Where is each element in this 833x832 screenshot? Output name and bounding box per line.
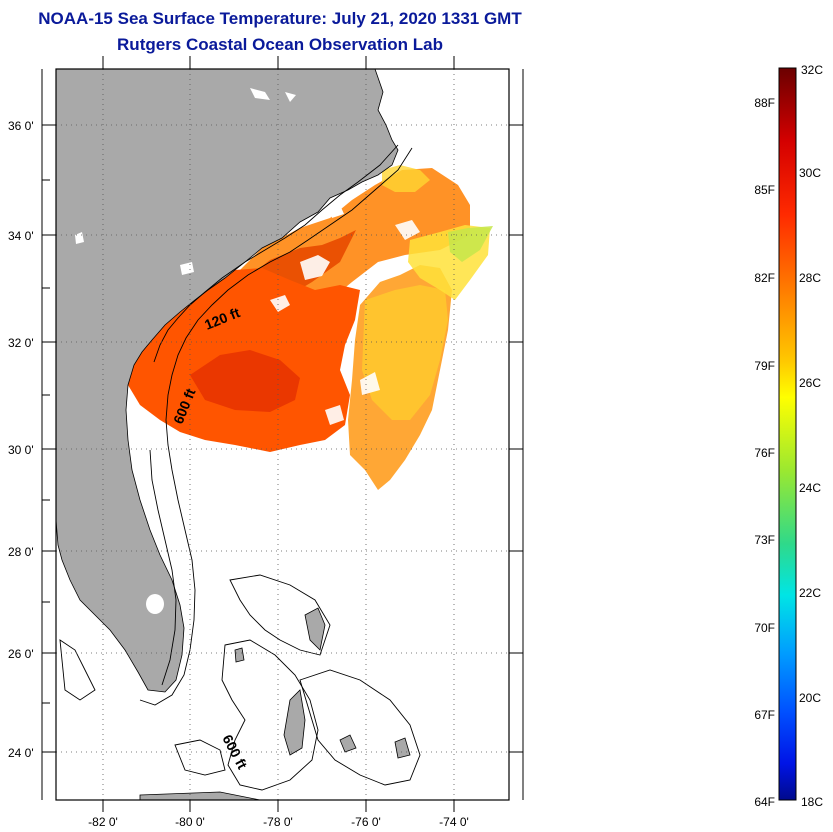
latitude-labels: 36 0' 34 0' 32 0' 30 0' 28 0' 26 0' 24 0… <box>8 119 34 760</box>
celsius-label: 30C <box>799 166 821 180</box>
longitude-labels: -82 0' -80 0' -78 0' -76 0' -74 0' <box>88 815 469 829</box>
lon-label: -78 0' <box>263 815 293 829</box>
lat-label: 30 0' <box>8 443 34 457</box>
lake-okeechobee <box>146 594 164 614</box>
map-frame <box>55 68 510 801</box>
celsius-label: 26C <box>799 376 821 390</box>
celsius-label: 32C <box>801 63 823 77</box>
colorbar-celsius-labels: 32C 30C 28C 26C 24C 22C 20C 18C <box>799 63 823 809</box>
fahrenheit-label: 73F <box>754 533 775 547</box>
lat-label: 34 0' <box>8 229 34 243</box>
lon-label: -80 0' <box>175 815 205 829</box>
fahrenheit-label: 76F <box>754 446 775 460</box>
celsius-label: 18C <box>801 795 823 809</box>
fahrenheit-label: 85F <box>754 183 775 197</box>
lon-label: -74 0' <box>439 815 469 829</box>
lat-label: 28 0' <box>8 545 34 559</box>
celsius-label: 22C <box>799 586 821 600</box>
lon-label: -76 0' <box>351 815 381 829</box>
lat-label: 36 0' <box>8 119 34 133</box>
lat-label: 26 0' <box>8 647 34 661</box>
land-mass <box>56 69 399 693</box>
depth-contours <box>59 144 421 791</box>
axis-ticks <box>41 56 524 812</box>
fahrenheit-label: 79F <box>754 359 775 373</box>
colorbar-fahrenheit-labels: 88F 85F 82F 79F 76F 73F 70F 67F 64F <box>754 96 775 809</box>
fahrenheit-label: 70F <box>754 621 775 635</box>
bahamas-islands <box>139 607 411 800</box>
fahrenheit-label: 82F <box>754 271 775 285</box>
celsius-label: 24C <box>799 481 821 495</box>
map-title: NOAA-15 Sea Surface Temperature: July 21… <box>38 9 522 28</box>
fahrenheit-label: 67F <box>754 708 775 722</box>
graticule <box>56 69 509 800</box>
fahrenheit-label: 88F <box>754 96 775 110</box>
lon-label: -82 0' <box>88 815 118 829</box>
temperature-colorbar <box>778 67 797 801</box>
sst-imagery <box>128 165 493 490</box>
lat-label: 24 0' <box>8 746 34 760</box>
lat-label: 32 0' <box>8 336 34 350</box>
celsius-label: 20C <box>799 691 821 705</box>
map-subtitle: Rutgers Coastal Ocean Observation Lab <box>117 35 443 54</box>
fahrenheit-label: 64F <box>754 795 775 809</box>
celsius-label: 28C <box>799 271 821 285</box>
